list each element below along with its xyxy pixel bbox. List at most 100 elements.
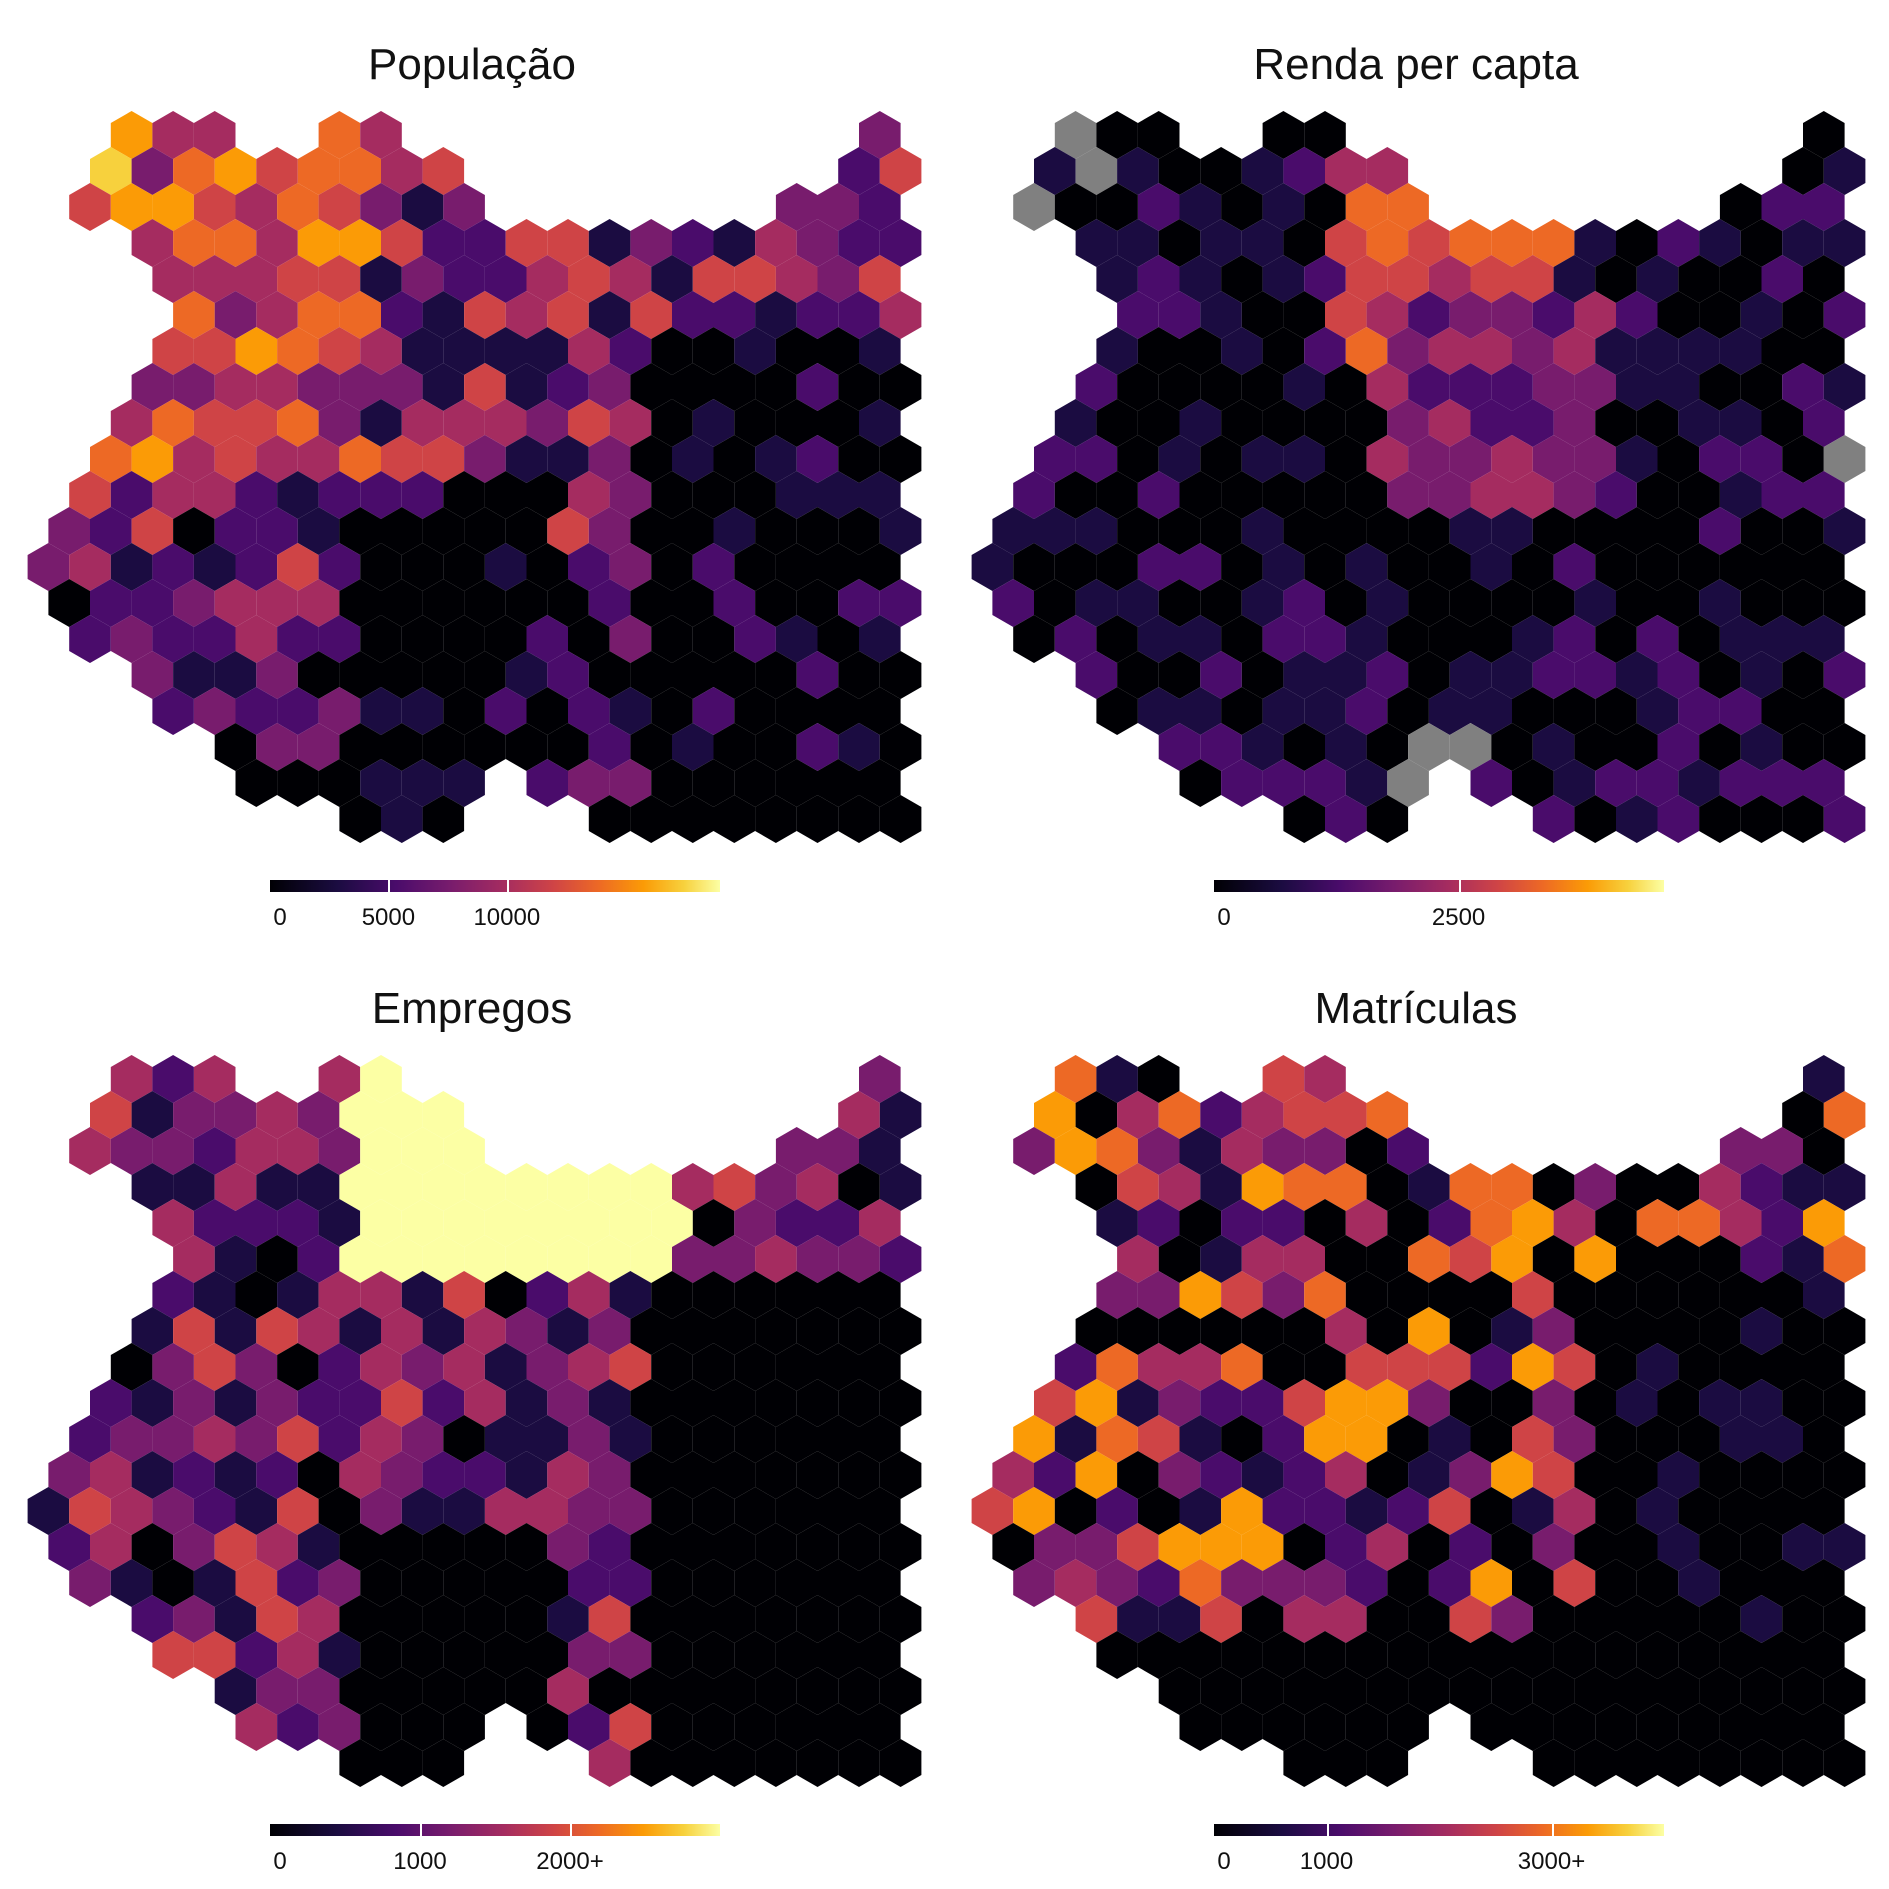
hex-cell <box>1137 543 1180 591</box>
hex-cell <box>838 1307 880 1355</box>
hex-cell <box>1574 795 1616 843</box>
hex-cell <box>1719 255 1762 303</box>
hex-cell <box>339 579 381 627</box>
hex-cell <box>547 1451 589 1499</box>
hex-cell <box>1221 1271 1263 1319</box>
hex-cell <box>152 687 194 735</box>
hex-cell <box>1137 471 1180 519</box>
hex-cell <box>1740 1739 1783 1787</box>
hex-cell <box>1283 723 1325 771</box>
hex-cell <box>1761 255 1803 303</box>
hex-cell <box>110 1343 153 1391</box>
hex-cell <box>1117 435 1159 483</box>
hex-cell <box>1283 1739 1325 1787</box>
hex-cell <box>110 615 153 663</box>
hex-cell <box>193 1127 236 1175</box>
hex-cell <box>443 759 485 807</box>
hex-cell <box>131 651 174 699</box>
hex-cell <box>1782 507 1824 555</box>
hex-cell <box>1616 435 1658 483</box>
hex-cell <box>1117 1307 1159 1355</box>
hex-cell <box>1719 1127 1762 1175</box>
legend-colorbar <box>270 880 720 892</box>
hex-cell <box>1823 1451 1866 1499</box>
hex-cell <box>1636 759 1679 807</box>
hex-cell <box>879 1739 922 1787</box>
hex-cell <box>609 1703 652 1751</box>
hex-cell <box>339 1307 381 1355</box>
hex-cell <box>1387 615 1429 663</box>
hex-cell <box>1553 327 1596 375</box>
hex-cell <box>1512 1415 1554 1463</box>
hex-cell <box>1345 183 1388 231</box>
hex-cell <box>1428 1487 1471 1535</box>
hex-cell <box>422 579 465 627</box>
hex-cell <box>1616 579 1658 627</box>
hex-cell <box>1553 1487 1596 1535</box>
hex-cell <box>609 1415 652 1463</box>
hex-cell <box>1054 399 1097 447</box>
hex-cell <box>630 1739 672 1787</box>
hex-cell <box>1470 399 1512 447</box>
hex-cell <box>277 543 319 591</box>
hex-cell <box>1761 615 1803 663</box>
hex-cell <box>1179 1343 1222 1391</box>
hex-cell <box>1013 615 1055 663</box>
legend-tick <box>1326 1824 1329 1836</box>
hex-cell <box>1553 399 1596 447</box>
hex-cell <box>1283 291 1325 339</box>
hex-cell <box>505 1379 548 1427</box>
hex-cell <box>1408 1523 1450 1571</box>
hex-cell <box>1428 687 1471 735</box>
hex-cell <box>1345 255 1388 303</box>
hex-cell <box>526 1487 568 1535</box>
hex-cell <box>1803 1343 1845 1391</box>
hex-cell <box>1449 1307 1492 1355</box>
hex-cell <box>609 1559 652 1607</box>
hex-cell <box>879 363 922 411</box>
hex-cell <box>1761 759 1803 807</box>
hex-cell <box>1408 1379 1450 1427</box>
hex-cell <box>568 1703 610 1751</box>
hex-cell <box>256 507 298 555</box>
hex-cell <box>422 291 465 339</box>
hex-cell <box>1117 291 1159 339</box>
hex-cell <box>235 1271 278 1319</box>
hex-cell <box>318 1631 361 1679</box>
hex-cell <box>547 723 589 771</box>
hex-cell <box>1325 507 1367 555</box>
hex-cell <box>1304 687 1346 735</box>
hex-cell <box>1761 687 1803 735</box>
hex-cell <box>755 1163 797 1211</box>
hex-cell <box>568 759 610 807</box>
hex-cell <box>879 147 922 195</box>
hex-cell <box>214 723 257 771</box>
hex-cell <box>339 435 381 483</box>
hex-cell <box>1283 219 1325 267</box>
hex-cell <box>1616 1667 1658 1715</box>
legend-label: 10000 <box>473 904 541 931</box>
hex-cell <box>339 651 381 699</box>
hex-cell <box>256 579 298 627</box>
hex-cell <box>859 183 901 231</box>
hex-cell <box>173 1091 215 1139</box>
hex-cell <box>297 1235 340 1283</box>
hex-cell <box>1719 1631 1762 1679</box>
hex-cell <box>152 1487 194 1535</box>
hex-cell <box>1158 1163 1201 1211</box>
hex-cell <box>1574 1451 1616 1499</box>
hex-cell <box>1595 255 1637 303</box>
hex-cell <box>859 1199 901 1247</box>
hex-cell <box>1740 435 1783 483</box>
hex-cell <box>464 1307 506 1355</box>
hex-cell <box>360 615 402 663</box>
hex-cell <box>1616 651 1658 699</box>
hex-cell <box>1657 1235 1700 1283</box>
hex-cell <box>318 543 361 591</box>
hex-cell <box>1200 363 1242 411</box>
hex-cell <box>360 1487 402 1535</box>
hex-cell <box>1054 1487 1097 1535</box>
hex-cell <box>381 291 423 339</box>
panel-title: Renda per capta <box>1253 40 1579 89</box>
hex-cell <box>422 1307 465 1355</box>
